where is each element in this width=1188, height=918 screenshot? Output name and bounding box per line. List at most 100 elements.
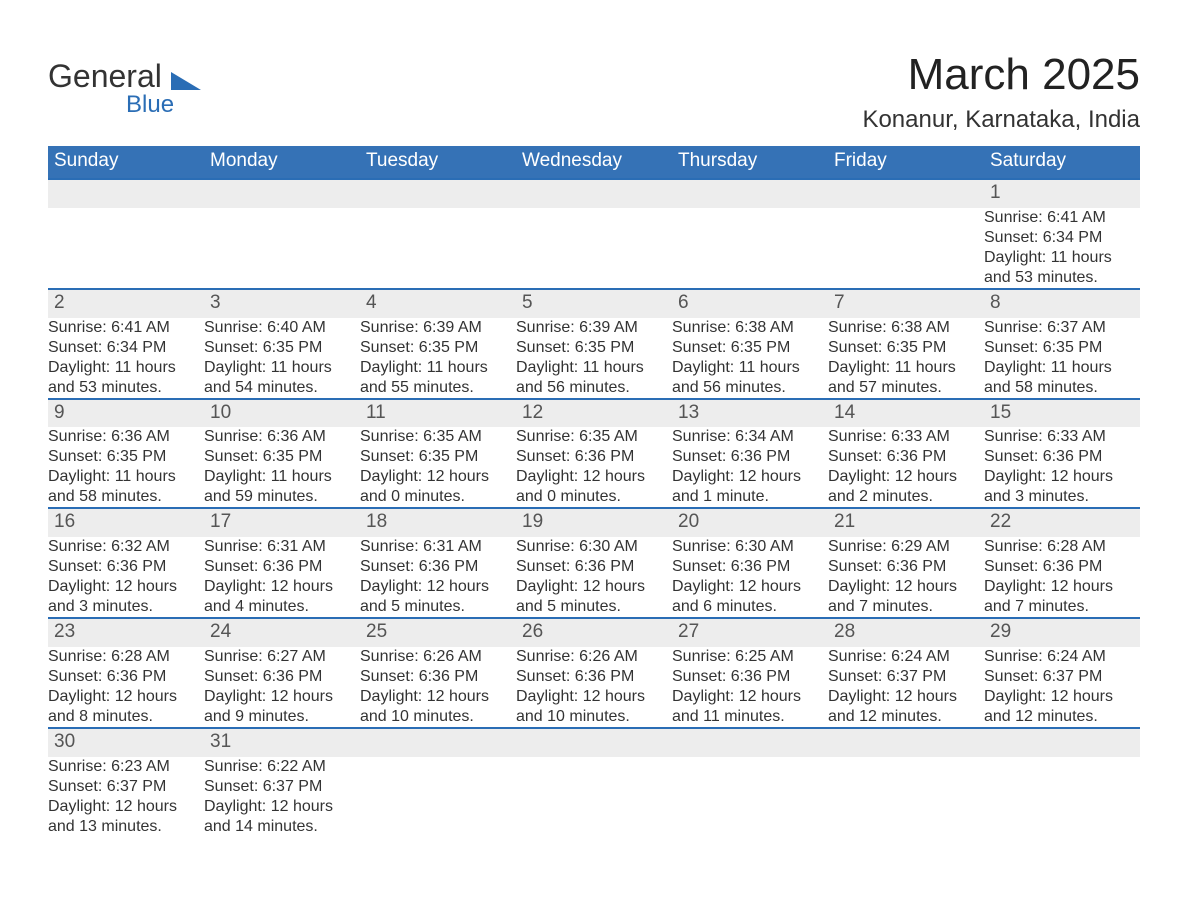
daylight-text: and 54 minutes.	[204, 378, 360, 398]
daylight-text: Daylight: 11 hours	[204, 358, 360, 378]
day-number: 16	[48, 509, 204, 537]
info-row: Sunrise: 6:41 AMSunset: 6:34 PMDaylight:…	[48, 318, 1140, 399]
daynum-row: 1	[48, 179, 1140, 208]
location-text: Konanur, Karnataka, India	[862, 106, 1140, 134]
day-cell-number	[984, 728, 1140, 757]
sunset-text: Sunset: 6:35 PM	[984, 338, 1140, 358]
day-cell-info: Sunrise: 6:32 AMSunset: 6:36 PMDaylight:…	[48, 537, 204, 618]
sunset-text: Sunset: 6:36 PM	[360, 557, 516, 577]
day-cell-number	[204, 179, 360, 208]
sunrise-text: Sunrise: 6:34 AM	[672, 427, 828, 447]
day-cell-number: 5	[516, 289, 672, 318]
sunset-text: Sunset: 6:35 PM	[672, 338, 828, 358]
sunrise-text: Sunrise: 6:28 AM	[48, 647, 204, 667]
weekday-header: Friday	[828, 146, 984, 179]
sunset-text: Sunset: 6:36 PM	[828, 557, 984, 577]
empty-day	[360, 729, 516, 757]
daylight-text: and 7 minutes.	[984, 597, 1140, 617]
sunrise-text: Sunrise: 6:41 AM	[984, 208, 1140, 228]
sunrise-text: Sunrise: 6:26 AM	[360, 647, 516, 667]
day-cell-number: 23	[48, 618, 204, 647]
sunrise-text: Sunrise: 6:30 AM	[672, 537, 828, 557]
sunrise-text: Sunrise: 6:30 AM	[516, 537, 672, 557]
daylight-text: Daylight: 11 hours	[360, 358, 516, 378]
info-row: Sunrise: 6:23 AMSunset: 6:37 PMDaylight:…	[48, 757, 1140, 837]
daylight-text: Daylight: 11 hours	[828, 358, 984, 378]
daylight-text: Daylight: 12 hours	[516, 467, 672, 487]
daylight-text: and 12 minutes.	[984, 707, 1140, 727]
daylight-text: Daylight: 12 hours	[516, 577, 672, 597]
day-number: 14	[828, 400, 984, 428]
empty-day	[984, 729, 1140, 757]
day-cell-number: 26	[516, 618, 672, 647]
sunset-text: Sunset: 6:37 PM	[204, 777, 360, 797]
day-cell-info	[360, 208, 516, 289]
day-cell-info	[828, 757, 984, 837]
day-cell-info: Sunrise: 6:26 AMSunset: 6:36 PMDaylight:…	[516, 647, 672, 728]
sunset-text: Sunset: 6:35 PM	[828, 338, 984, 358]
calendar-header: Sunday Monday Tuesday Wednesday Thursday…	[48, 146, 1140, 179]
day-cell-number: 3	[204, 289, 360, 318]
day-cell-number	[828, 728, 984, 757]
day-number: 3	[204, 290, 360, 318]
day-cell-number: 28	[828, 618, 984, 647]
day-cell-info	[984, 757, 1140, 837]
daynum-row: 16171819202122	[48, 508, 1140, 537]
day-cell-number: 27	[672, 618, 828, 647]
sunrise-text: Sunrise: 6:39 AM	[360, 318, 516, 338]
daylight-text: Daylight: 12 hours	[204, 687, 360, 707]
daylight-text: and 11 minutes.	[672, 707, 828, 727]
sunset-text: Sunset: 6:36 PM	[516, 667, 672, 687]
day-cell-number	[360, 728, 516, 757]
day-number: 13	[672, 400, 828, 428]
day-cell-number	[48, 179, 204, 208]
sunrise-text: Sunrise: 6:22 AM	[204, 757, 360, 777]
day-number: 30	[48, 729, 204, 757]
daynum-row: 9101112131415	[48, 399, 1140, 428]
day-number: 8	[984, 290, 1140, 318]
info-row: Sunrise: 6:32 AMSunset: 6:36 PMDaylight:…	[48, 537, 1140, 618]
day-number: 12	[516, 400, 672, 428]
sunrise-text: Sunrise: 6:33 AM	[984, 427, 1140, 447]
day-cell-number: 31	[204, 728, 360, 757]
day-cell-info	[516, 757, 672, 837]
title-block: March 2025 Konanur, Karnataka, India	[862, 50, 1140, 134]
day-number: 7	[828, 290, 984, 318]
day-number: 25	[360, 619, 516, 647]
day-cell-info: Sunrise: 6:41 AMSunset: 6:34 PMDaylight:…	[48, 318, 204, 399]
info-row: Sunrise: 6:36 AMSunset: 6:35 PMDaylight:…	[48, 427, 1140, 508]
day-number: 11	[360, 400, 516, 428]
sunset-text: Sunset: 6:36 PM	[672, 667, 828, 687]
day-cell-number	[672, 728, 828, 757]
sunrise-text: Sunrise: 6:23 AM	[48, 757, 204, 777]
sunrise-text: Sunrise: 6:32 AM	[48, 537, 204, 557]
daylight-text: Daylight: 11 hours	[48, 358, 204, 378]
day-cell-info: Sunrise: 6:31 AMSunset: 6:36 PMDaylight:…	[204, 537, 360, 618]
day-cell-info: Sunrise: 6:26 AMSunset: 6:36 PMDaylight:…	[360, 647, 516, 728]
sunset-text: Sunset: 6:36 PM	[48, 557, 204, 577]
day-cell-info: Sunrise: 6:33 AMSunset: 6:36 PMDaylight:…	[984, 427, 1140, 508]
daylight-text: Daylight: 12 hours	[672, 467, 828, 487]
day-number: 24	[204, 619, 360, 647]
day-cell-number: 6	[672, 289, 828, 318]
day-cell-info: Sunrise: 6:35 AMSunset: 6:35 PMDaylight:…	[360, 427, 516, 508]
sunrise-text: Sunrise: 6:36 AM	[204, 427, 360, 447]
day-cell-number: 11	[360, 399, 516, 428]
daylight-text: and 6 minutes.	[672, 597, 828, 617]
daylight-text: and 8 minutes.	[48, 707, 204, 727]
day-cell-info: Sunrise: 6:31 AMSunset: 6:36 PMDaylight:…	[360, 537, 516, 618]
daylight-text: Daylight: 12 hours	[48, 687, 204, 707]
day-number: 10	[204, 400, 360, 428]
calendar-table: Sunday Monday Tuesday Wednesday Thursday…	[48, 146, 1140, 837]
day-cell-info	[204, 208, 360, 289]
daylight-text: and 7 minutes.	[828, 597, 984, 617]
day-cell-number: 16	[48, 508, 204, 537]
daylight-text: and 58 minutes.	[984, 378, 1140, 398]
daylight-text: and 53 minutes.	[48, 378, 204, 398]
day-cell-info	[48, 208, 204, 289]
daylight-text: Daylight: 12 hours	[672, 687, 828, 707]
day-cell-number: 25	[360, 618, 516, 647]
month-title: March 2025	[862, 50, 1140, 100]
day-cell-info: Sunrise: 6:41 AMSunset: 6:34 PMDaylight:…	[984, 208, 1140, 289]
day-cell-info: Sunrise: 6:40 AMSunset: 6:35 PMDaylight:…	[204, 318, 360, 399]
